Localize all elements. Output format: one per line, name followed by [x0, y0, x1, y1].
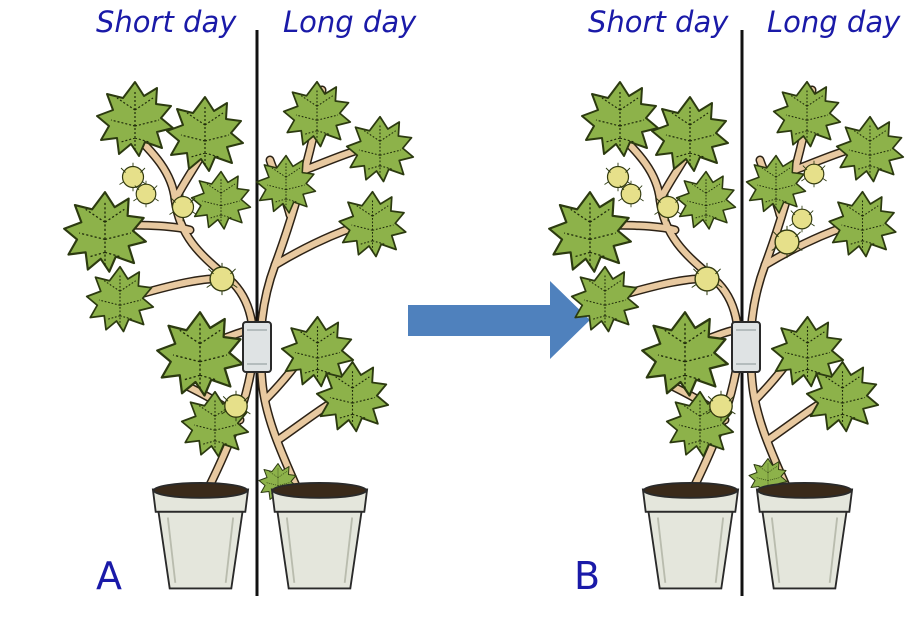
flower-head	[788, 205, 816, 233]
right-arrow-icon	[408, 281, 590, 359]
panel-letter-a: A	[96, 554, 122, 598]
long-day-label-a: Long day	[283, 5, 417, 39]
short-day-label-a: Short day	[96, 5, 237, 39]
panel-b-drawing	[548, 30, 905, 596]
panel-letter-b: B	[574, 554, 601, 598]
long-day-label-b: Long day	[767, 5, 901, 39]
graft-clip-icon	[731, 321, 761, 373]
panel-a-drawing	[63, 30, 415, 596]
graft-clip-icon	[242, 321, 272, 373]
short-day-label-b: Short day	[588, 5, 729, 39]
